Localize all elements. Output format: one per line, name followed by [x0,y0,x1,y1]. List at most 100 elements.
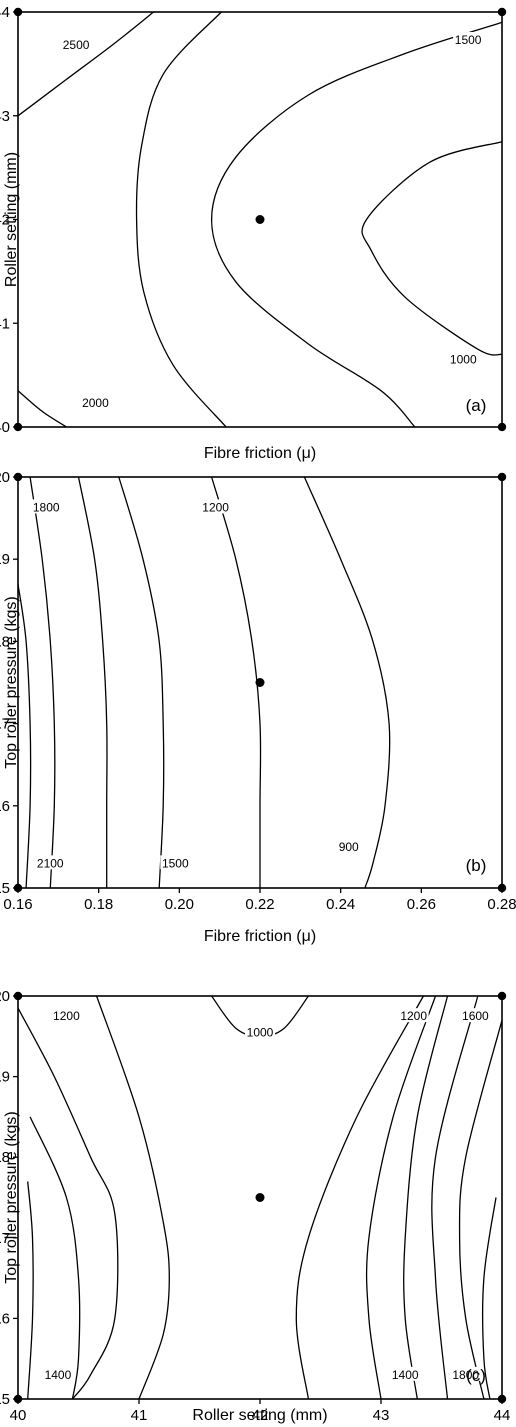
x-tick-label: 0.20 [165,896,194,913]
contour-line [17,1007,119,1400]
panel-c: 15 16 17 18 19 20 40 41 42 43 44 Roller setting (mm… [0,988,510,1424]
contour-label: 1000 [247,1025,274,1039]
x-tick-label: 0.18 [84,896,113,913]
contour-line [17,390,67,428]
corner-point [497,991,507,1001]
corner-point [13,422,23,432]
corner-point [497,472,507,482]
y-axis-label: Top roller pressure (kgs) [3,1111,20,1284]
panel-tag: (c) [466,1366,486,1385]
contour-line [210,476,262,888]
x-tick-label: 42 [252,1407,269,1424]
contour-line [118,476,165,889]
x-tick-label: 43 [373,1407,390,1424]
corner-point [497,1394,507,1404]
x-tick-label: 0.24 [326,896,355,913]
panel-tag: (b) [466,856,487,875]
contour-label-bg [160,855,191,870]
contour-line [17,583,32,889]
contour-label-bg [80,395,111,410]
corner-point [13,1394,23,1404]
y-tick-label: 17 [0,716,10,733]
contour-label: 2500 [63,38,90,52]
y-tick-label: 18 [0,1149,10,1166]
x-tick-label: 0.26 [407,896,436,913]
contour-line [303,476,391,889]
x-axis-label: Fibre friction (μ) [204,928,316,945]
corner-point [13,991,23,1001]
contour-line [295,995,424,1400]
contour-label: 1000 [450,353,477,367]
contour-label-bg [35,855,66,870]
contour-label-bg [390,1366,421,1381]
y-tick-label: 19 [0,551,10,568]
contour-label-bg [31,499,62,514]
y-tick-label: 15 [0,880,10,897]
contour-label: 1500 [162,856,189,870]
corner-point [13,7,23,17]
contour-label: 2100 [37,856,64,870]
contour-label: 1400 [392,1368,419,1382]
contour-label-bg [51,1008,82,1023]
contour-line [29,476,56,889]
x-tick-label: 44 [494,1407,511,1424]
y-tick-label: 15 [0,1391,10,1408]
x-tick-label: 0.22 [245,896,274,913]
x-tick-label: 41 [131,1407,148,1424]
contour-label: 1200 [53,1009,80,1023]
contour-line [403,995,449,1400]
contour-label-bg [333,838,364,853]
x-axis-label: Fibre friction (μ) [204,445,316,462]
contour-line [135,11,227,428]
contour-label-bg [460,1008,491,1023]
y-tick-label: 16 [0,798,10,815]
y-tick-label: 19 [0,1069,10,1086]
contour-label: 900 [339,840,359,854]
corner-point [13,472,23,482]
y-tick-label: 40 [0,419,10,436]
contour-line [95,995,170,1400]
y-tick-label: 42 [0,212,10,229]
x-axis-label: Roller setting (mm) [192,1407,327,1424]
x-tick-label: 0.16 [3,896,32,913]
corner-point [497,422,507,432]
center-point [255,678,265,687]
corner-point [13,883,23,893]
y-tick-label: 20 [0,469,10,486]
panel-a: 40 41 42 43 44 Fibre friction (μ) Roller setti… [0,4,507,462]
y-tick-label: 43 [0,108,10,125]
y-tick-label: 44 [0,4,10,21]
contour-label-bg [448,351,479,366]
contour-label-bg [453,32,484,47]
x-tick-label: 0.28 [487,896,516,913]
contour-line [77,476,108,888]
panel-tag: (a) [466,396,487,415]
contour-line [365,995,437,1400]
contour-label: 1200 [202,500,229,514]
contour-line [482,1197,497,1400]
contour-line [29,1116,81,1400]
x-tick-label: 40 [10,1407,27,1424]
contour-line [210,21,503,428]
corner-point [497,7,507,17]
y-axis-label: Top roller pressure (kgs) [3,596,20,769]
contour-line [458,1020,503,1400]
y-tick-label: 16 [0,1310,10,1327]
contour-line [17,11,154,117]
center-point [255,1193,265,1202]
contour-label: 1400 [45,1368,72,1382]
y-tick-label: 20 [0,988,10,1005]
contour-label-bg [450,1366,481,1381]
contour-label-bg [398,1008,429,1023]
contour-label: 1800 [33,500,60,514]
contour-label-bg [61,37,92,52]
contour-label-bg [42,1366,73,1381]
y-tick-label: 18 [0,633,10,650]
y-tick-label: 17 [0,1230,10,1247]
contour-line [431,995,479,1400]
contour-label-bg [200,499,231,514]
contour-line [27,1181,34,1400]
contour-line [361,141,503,356]
y-tick-label: 41 [0,315,10,332]
